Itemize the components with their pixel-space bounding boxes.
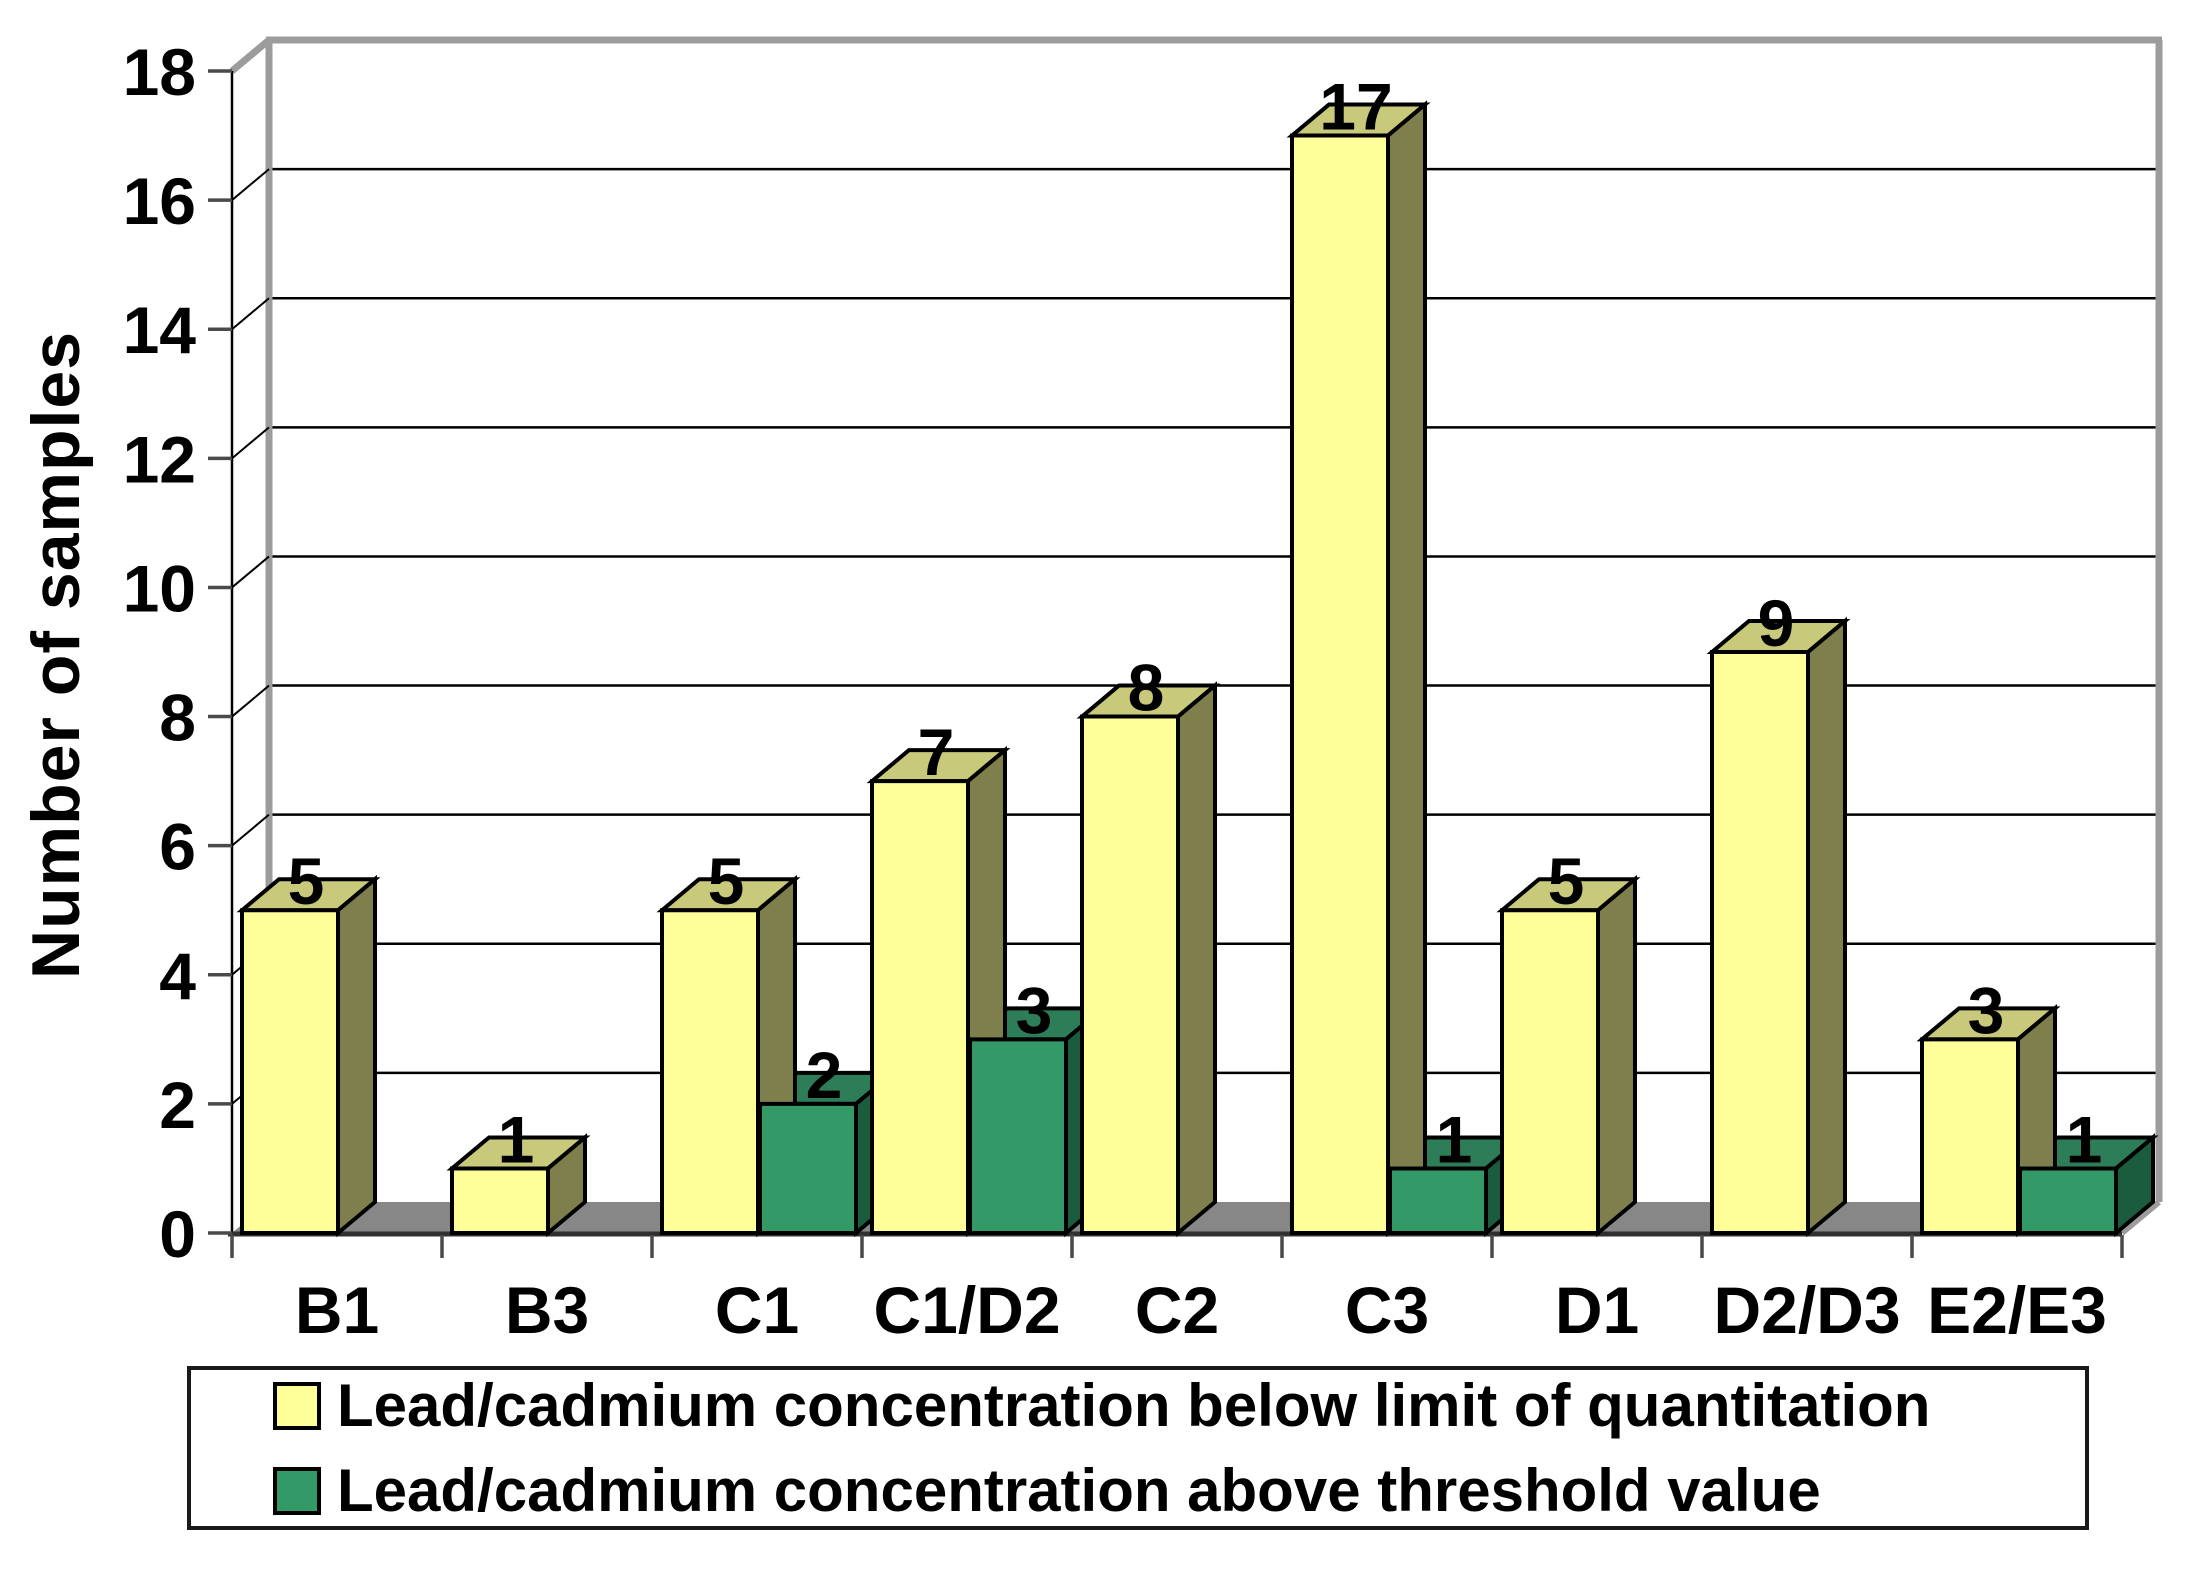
y-tick-connector xyxy=(231,168,270,201)
y-tick-label: 16 xyxy=(123,164,196,238)
bar-value-label: 7 xyxy=(918,715,955,789)
bar-value-label: 3 xyxy=(1968,973,2005,1047)
x-category-label: D2/D3 xyxy=(1713,1273,1900,1347)
bar-d1-below-side xyxy=(1596,874,1637,1238)
y-tick-connector xyxy=(231,813,270,847)
legend-swatch-green xyxy=(273,1466,321,1515)
y-tick-label: 10 xyxy=(123,551,196,625)
y-tick-connector xyxy=(231,555,270,589)
bar-c1-below-front xyxy=(660,908,760,1235)
y-tick-label: 18 xyxy=(123,35,196,109)
bar-value-label: 1 xyxy=(1436,1102,1473,1176)
bar-c1-d2-above-front xyxy=(968,1037,1068,1235)
x-category-label: C2 xyxy=(1135,1273,1219,1347)
y-axis-title: Number of samples xyxy=(18,330,94,980)
legend-label-below-loq: Lead/cadmium concentration below limit o… xyxy=(337,1372,1931,1439)
bar-c1-d2-below-front xyxy=(870,779,970,1235)
wall-corner-top-left xyxy=(229,37,272,74)
x-category-label: C1 xyxy=(715,1273,799,1347)
bar-value-label: 5 xyxy=(708,844,745,918)
x-category-label: B1 xyxy=(295,1273,379,1347)
y-tick-label: 8 xyxy=(159,681,196,755)
x-category-label: D1 xyxy=(1555,1273,1639,1347)
bar-d2-d3-below-side xyxy=(1806,616,1847,1238)
y-tick-label: 6 xyxy=(159,810,196,884)
bar-c3-below-side xyxy=(1386,100,1427,1238)
y-tick-label: 4 xyxy=(159,939,196,1013)
y-tick-label: 14 xyxy=(123,293,197,367)
legend-item-above-threshold: Lead/cadmium concentration above thresho… xyxy=(273,1456,2085,1525)
bar-value-label: 1 xyxy=(498,1102,535,1176)
legend-label-above-threshold: Lead/cadmium concentration above thresho… xyxy=(337,1457,1821,1524)
y-tick-label: 0 xyxy=(159,1197,196,1271)
bar-c2-below-side xyxy=(1176,681,1217,1238)
y-tick-label: 2 xyxy=(159,1068,196,1142)
x-category-label: C3 xyxy=(1345,1273,1429,1347)
y-tick-connector xyxy=(231,297,270,330)
bar-value-label: 1 xyxy=(2066,1102,2103,1176)
bar-value-label: 3 xyxy=(1016,973,1053,1047)
bar-b3-below-front xyxy=(450,1166,550,1235)
legend: Lead/cadmium concentration below limit o… xyxy=(187,1366,2089,1530)
legend-swatch-yellow xyxy=(273,1381,321,1430)
y-tick-connector xyxy=(231,684,270,718)
x-category-label: B3 xyxy=(505,1273,589,1347)
bar-c3-above-front xyxy=(1388,1166,1488,1235)
bar-value-label: 17 xyxy=(1319,70,1392,144)
bar-c2-below-front xyxy=(1080,714,1180,1235)
bar-d1-below-front xyxy=(1500,908,1600,1235)
bar-value-label: 9 xyxy=(1758,586,1795,660)
bar-c3-below-front xyxy=(1290,133,1390,1235)
x-category-label: C1/D2 xyxy=(873,1273,1060,1347)
bar-c1-above-front xyxy=(758,1101,858,1235)
bar-value-label: 8 xyxy=(1128,651,1165,725)
bar-b1-below-front xyxy=(240,908,340,1235)
legend-item-below-loq: Lead/cadmium concentration below limit o… xyxy=(273,1371,2085,1440)
y-tick-label: 12 xyxy=(123,422,196,496)
wall-corner-bottom-right xyxy=(2120,1199,2161,1236)
bar-d2-d3-below-front xyxy=(1710,650,1810,1235)
bar-e2-e3-below-front xyxy=(1920,1037,2020,1235)
x-category-label: E2/E3 xyxy=(1927,1273,2107,1347)
bar-value-label: 2 xyxy=(806,1038,843,1112)
bar-value-label: 5 xyxy=(288,844,325,918)
bar-e2-e3-above-front xyxy=(2018,1166,2118,1235)
bar-b1-below-side xyxy=(336,874,377,1238)
bar-value-label: 5 xyxy=(1548,844,1585,918)
y-tick-connector xyxy=(231,426,270,460)
